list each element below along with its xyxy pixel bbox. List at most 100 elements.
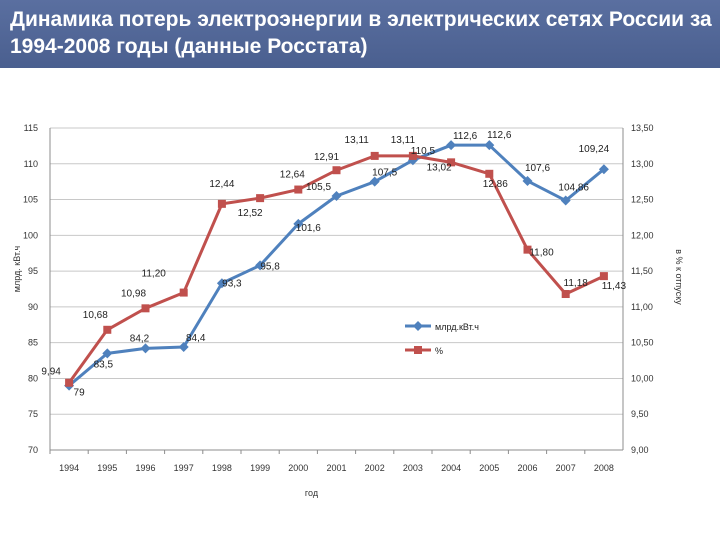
- data-point: [331, 190, 342, 201]
- x-axis-tick-label: 1997: [174, 463, 194, 473]
- data-point: [370, 151, 379, 160]
- data-point: [598, 164, 609, 175]
- data-point: [599, 272, 608, 281]
- data-point: [65, 378, 74, 387]
- data-point: [255, 260, 266, 271]
- data-point: [179, 288, 188, 297]
- x-axis-tick-label: 1999: [250, 463, 270, 473]
- data-point: [485, 169, 494, 178]
- data-label: 110,5: [411, 146, 436, 157]
- right-axis-tick-label: 10,00: [631, 373, 654, 383]
- chart-series: [64, 140, 609, 391]
- data-label: 109,24: [579, 144, 610, 155]
- legend-label: млрд.кВт.ч: [435, 322, 479, 332]
- data-point: [446, 140, 457, 151]
- data-label: 107,6: [525, 163, 550, 174]
- x-axis-tick-label: 1995: [97, 463, 117, 473]
- data-point: [561, 290, 570, 299]
- data-label: 10,98: [121, 288, 146, 299]
- data-label: 83,5: [94, 359, 114, 370]
- data-label: 112,6: [453, 131, 478, 142]
- left-axis-tick-label: 115: [24, 123, 38, 133]
- data-label: 11,20: [142, 269, 167, 280]
- data-label: 11,18: [564, 278, 589, 289]
- left-axis-tick-label: 90: [28, 302, 38, 312]
- data-point: [332, 166, 341, 175]
- data-point: [141, 304, 150, 313]
- data-point: [178, 341, 189, 352]
- data-point: [294, 185, 303, 194]
- right-axis-tick-label: 12,00: [631, 230, 654, 240]
- legend-label: %: [435, 346, 443, 356]
- x-axis-tick-label: 2003: [403, 463, 423, 473]
- right-axis-tick-label: 13,00: [631, 159, 654, 169]
- right-axis-tick-label: 11,00: [631, 302, 653, 312]
- data-label: 12,91: [314, 152, 339, 163]
- left-axis-tick-label: 70: [28, 445, 38, 455]
- data-label: 12,86: [483, 179, 508, 190]
- data-point: [484, 140, 495, 151]
- data-point: [140, 343, 151, 354]
- right-axis-tick-label: 11,50: [631, 266, 653, 276]
- data-label: 12,52: [238, 208, 263, 219]
- line-chart: 70 75 80 85 90 95 100 105 110 115 9,00 9,50 10,00 10,…: [12, 123, 684, 498]
- x-axis-tick-label: 2005: [479, 463, 499, 473]
- chart-data-labels: 79 83,5 84,2 84,4 93,3 95,8 101,6 105,5 107,5 110…: [41, 130, 626, 398]
- data-point: [103, 325, 112, 334]
- legend-marker: [413, 321, 423, 331]
- data-point: [217, 199, 226, 208]
- data-label: 84,2: [130, 333, 150, 344]
- x-axis-tick-label: 2007: [556, 463, 576, 473]
- x-axis-tick-label: 2008: [594, 463, 614, 473]
- data-point: [293, 218, 304, 229]
- data-point: [560, 195, 571, 206]
- data-label: 13,11: [391, 135, 416, 146]
- left-axis-tick-label: 95: [28, 266, 38, 276]
- x-axis-tick-label: 2000: [288, 463, 308, 473]
- data-label: 10,68: [83, 310, 108, 321]
- title-bar: Динамика потерь электроэнергии в электри…: [0, 0, 720, 68]
- x-axis-tick-label: 2002: [365, 463, 385, 473]
- left-axis-title: млрд. кВт.ч: [12, 245, 22, 292]
- data-label: 104,86: [558, 183, 589, 194]
- data-point: [369, 176, 380, 187]
- x-axis-tick-label: 2001: [326, 463, 346, 473]
- data-label: 93,3: [222, 278, 242, 289]
- legend-marker: [414, 346, 422, 354]
- left-axis-tick-label: 105: [23, 195, 38, 205]
- right-axis-tick-label: 13,50: [631, 123, 654, 133]
- data-point: [256, 194, 265, 203]
- x-axis-tick-label: 1996: [135, 463, 155, 473]
- data-label: 12,44: [209, 179, 234, 190]
- data-label: 107,5: [372, 168, 397, 179]
- chart-axes: 70 75 80 85 90 95 100 105 110 115 9,00 9,50 10,00 10,…: [12, 123, 684, 498]
- left-axis-tick-label: 80: [28, 373, 38, 383]
- x-axis-tick-label: 1998: [212, 463, 232, 473]
- chart-legend: млрд.кВт.ч%: [405, 321, 479, 356]
- right-axis-title: в % к отпуску: [674, 249, 684, 305]
- data-label: 13,02: [427, 162, 452, 173]
- right-axis-tick-label: 9,00: [631, 445, 649, 455]
- data-label: 12,64: [280, 170, 305, 181]
- data-point: [523, 245, 532, 254]
- left-axis-tick-label: 100: [23, 230, 38, 240]
- data-point: [447, 158, 456, 167]
- data-label: 101,6: [296, 223, 321, 234]
- data-point: [522, 175, 533, 186]
- x-axis-tick-label: 1994: [59, 463, 79, 473]
- data-label: 84,4: [186, 333, 206, 344]
- left-axis-tick-label: 85: [28, 338, 38, 348]
- data-label: 79: [74, 388, 86, 399]
- right-axis-tick-label: 10,50: [631, 338, 654, 348]
- left-axis-tick-label: 75: [28, 409, 38, 419]
- data-label: 13,11: [345, 135, 370, 146]
- data-label: 105,5: [306, 182, 331, 193]
- data-point: [408, 151, 417, 160]
- data-label: 11,43: [602, 281, 627, 292]
- data-point: [102, 348, 113, 359]
- data-point: [216, 278, 227, 289]
- left-axis-tick-label: 110: [24, 159, 38, 169]
- chart-grid: [50, 127, 623, 451]
- data-label: 95,8: [260, 261, 280, 272]
- right-axis-tick-label: 12,50: [631, 195, 654, 205]
